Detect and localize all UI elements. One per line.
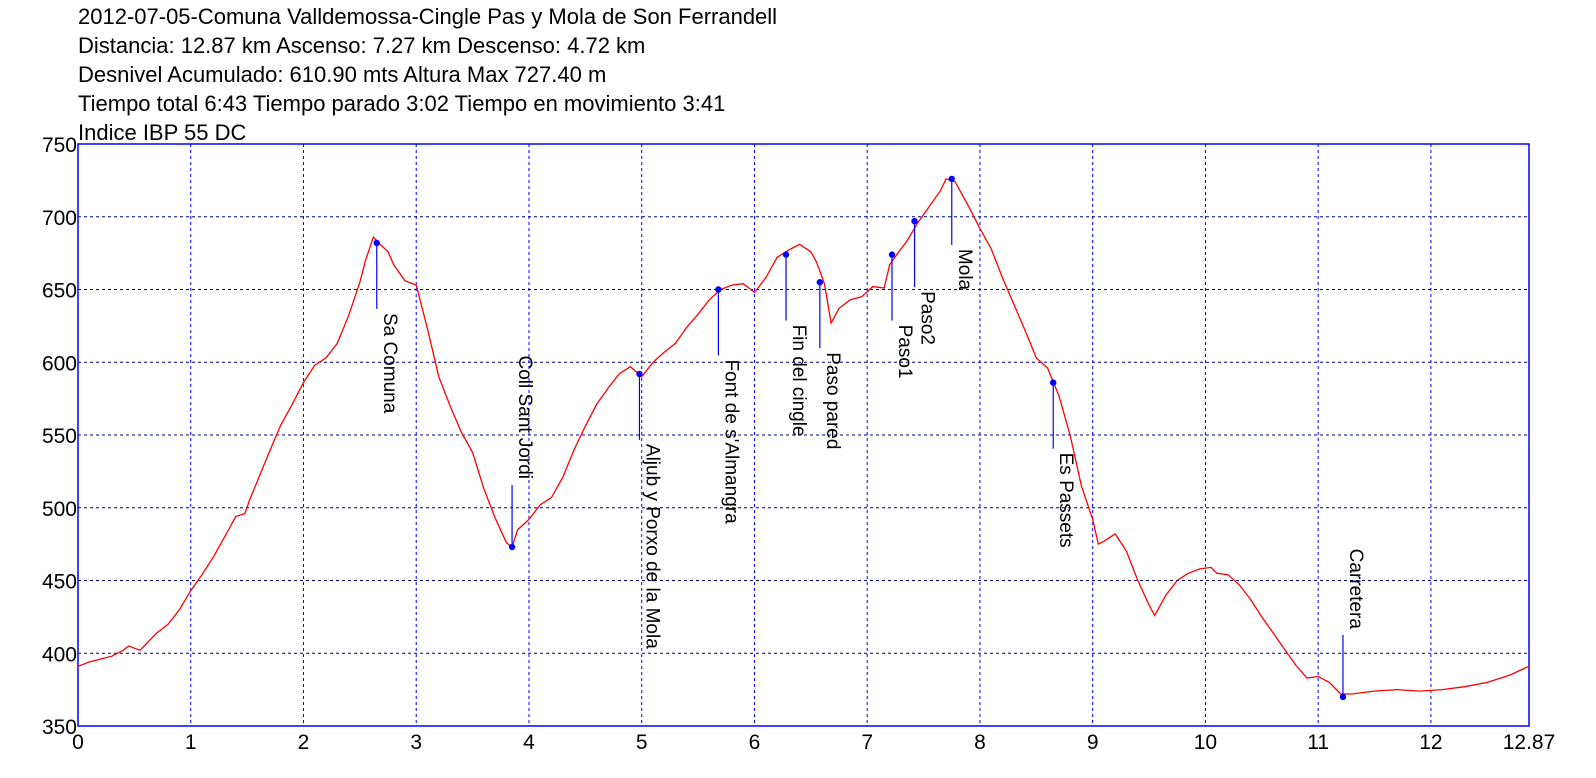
x-tick-label: 9 bbox=[1087, 731, 1099, 754]
x-tick-label: 7 bbox=[861, 731, 873, 754]
waypoint-label: Mola bbox=[954, 249, 975, 291]
chart-title: 2012-07-05-Comuna Valldemossa-Cingle Pas… bbox=[78, 4, 778, 29]
waypoint-label: Sa Comuna bbox=[379, 313, 400, 414]
waypoint-marker bbox=[782, 251, 790, 258]
x-tick-label: 6 bbox=[749, 731, 761, 754]
waypoint-marker bbox=[508, 543, 516, 551]
waypoint-marker bbox=[636, 370, 643, 378]
elevation-line bbox=[77, 178, 1530, 695]
y-axis-ticks: 350 400 450 500 550 600 650 700 750 bbox=[42, 134, 77, 739]
y-tick-label: 650 bbox=[42, 280, 77, 303]
plot-frame bbox=[77, 143, 1530, 727]
waypoint: Es Passets bbox=[1050, 379, 1076, 548]
y-tick-label: 600 bbox=[42, 352, 77, 375]
x-tick-label: 2 bbox=[298, 731, 310, 754]
time-summary: Tiempo total 6:43 Tiempo parado 3:02 Tie… bbox=[78, 91, 726, 116]
x-tick-label: 5 bbox=[636, 731, 648, 754]
waypoint: Paso pared bbox=[816, 279, 843, 449]
x-tick-label: 8 bbox=[974, 731, 986, 754]
x-tick-label: 3 bbox=[410, 731, 422, 754]
waypoint-label: Es Passets bbox=[1055, 453, 1076, 548]
y-tick-label: 550 bbox=[42, 425, 77, 448]
y-tick-label: 750 bbox=[42, 134, 77, 157]
waypoint-marker bbox=[373, 239, 380, 247]
ibp-index: Indice IBP 55 DC bbox=[78, 120, 247, 145]
waypoint: Aljub y Porxo de la Mola bbox=[636, 370, 662, 649]
waypoint-marker bbox=[816, 279, 824, 286]
y-tick-label: 500 bbox=[42, 498, 77, 521]
x-tick-label: 12 bbox=[1419, 731, 1442, 754]
elevation-summary: Desnivel Acumulado: 610.90 mts Altura Ma… bbox=[78, 62, 607, 87]
waypoint: Paso2 bbox=[911, 217, 938, 345]
waypoint-marker bbox=[715, 286, 722, 293]
waypoint: Coll Sant Jordi bbox=[508, 355, 535, 551]
waypoint: Font de s'Almangra bbox=[715, 286, 741, 524]
chart-header: 2012-07-05-Comuna Valldemossa-Cingle Pas… bbox=[78, 2, 777, 147]
y-tick-label: 350 bbox=[42, 716, 77, 739]
waypoint-label: Paso1 bbox=[894, 325, 915, 379]
waypoint-label: Coll Sant Jordi bbox=[514, 355, 535, 479]
x-tick-label: 1 bbox=[185, 731, 197, 754]
waypoint: Carretera bbox=[1339, 549, 1366, 701]
waypoint: Sa Comuna bbox=[373, 239, 400, 414]
waypoint-marker bbox=[948, 175, 955, 183]
y-tick-label: 450 bbox=[42, 571, 77, 594]
x-axis-ticks: 0 1 2 3 4 5 6 7 8 9 10 11 12 12.87 bbox=[72, 731, 1555, 754]
waypoint: Paso1 bbox=[888, 251, 915, 379]
x-tick-label: 10 bbox=[1194, 731, 1217, 754]
x-tick-label: 11 bbox=[1307, 731, 1329, 754]
distance-summary: Distancia: 12.87 km Ascenso: 7.27 km Des… bbox=[78, 33, 646, 58]
y-tick-label: 400 bbox=[42, 643, 77, 666]
waypoint-label: Paso2 bbox=[917, 291, 938, 345]
waypoint-marker bbox=[1339, 693, 1347, 701]
waypoint-label: Paso pared bbox=[822, 352, 843, 449]
x-tick-label: 12.87 bbox=[1503, 731, 1556, 754]
waypoint-marker bbox=[888, 251, 896, 258]
waypoint-label: Carretera bbox=[1345, 549, 1366, 630]
waypoint-markers: Sa Comuna Coll Sant Jordi Aljub y Porxo de… bbox=[373, 175, 1366, 701]
x-tick-label: 4 bbox=[523, 731, 535, 754]
waypoint-marker bbox=[1050, 379, 1057, 386]
waypoint-label: Fin del cingle bbox=[788, 325, 809, 437]
waypoint: Mola bbox=[948, 175, 975, 291]
y-tick-label: 700 bbox=[42, 207, 77, 230]
waypoint-marker bbox=[911, 217, 918, 225]
x-tick-label: 0 bbox=[72, 731, 84, 754]
waypoint-label: Font de s'Almangra bbox=[720, 360, 741, 525]
waypoint-label: Aljub y Porxo de la Mola bbox=[641, 444, 662, 649]
waypoint: Fin del cingle bbox=[782, 251, 809, 437]
